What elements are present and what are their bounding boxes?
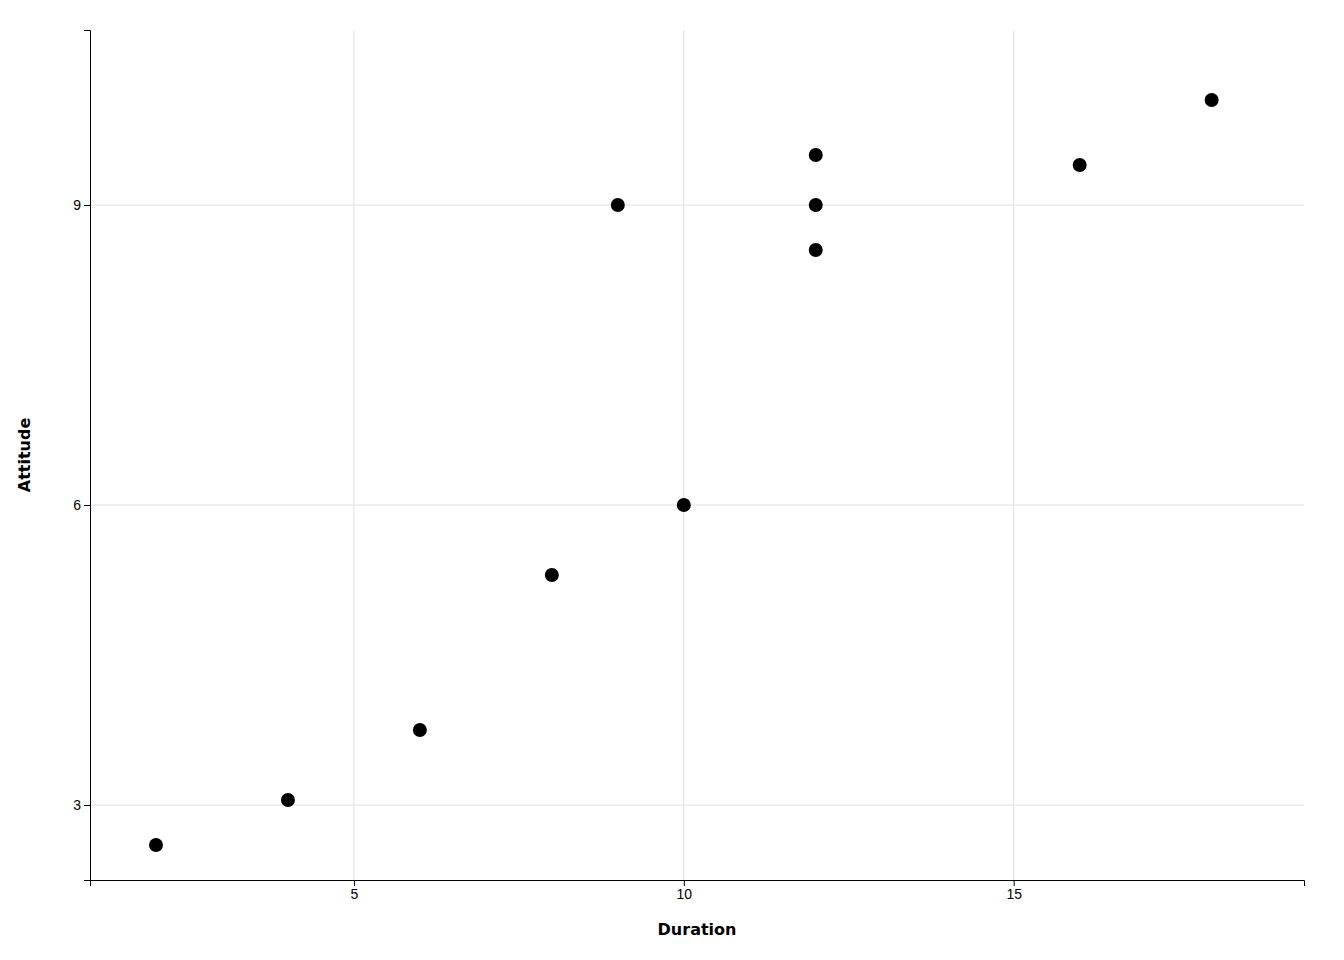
y-tick-label: 9: [73, 197, 81, 213]
y-tick-mark: [84, 205, 90, 206]
y-grid-line: [90, 205, 1304, 206]
point: [1205, 93, 1219, 107]
y-tick-label: 3: [73, 797, 81, 813]
chart: 5 10 15 3 6 9 Duration Attitude: [0, 0, 1344, 960]
x-tick: 10: [677, 880, 693, 902]
y-tick-mark: [84, 805, 90, 806]
y-tick-mark: [84, 505, 90, 506]
x-tick: 15: [1006, 880, 1022, 902]
point: [149, 838, 163, 852]
y-tick-label: 6: [73, 497, 81, 513]
y-tick: 6: [73, 497, 90, 513]
y-axis: 3 6 9: [73, 31, 90, 881]
y-grid-line: [90, 805, 1304, 806]
points: [149, 93, 1219, 852]
grid: [90, 30, 1304, 880]
point: [611, 198, 625, 212]
point: [809, 148, 823, 162]
point: [809, 243, 823, 257]
x-axis: 5 10 15: [91, 880, 1305, 902]
point: [677, 498, 691, 512]
x-tick-label: 5: [351, 886, 359, 902]
x-axis-title: Duration: [658, 920, 737, 939]
x-grid-line: [353, 30, 354, 880]
y-axis-title: Attitude: [15, 418, 34, 493]
x-grid-line: [683, 30, 684, 880]
point: [281, 793, 295, 807]
point: [545, 568, 559, 582]
y-tick: 3: [73, 797, 90, 813]
point: [1073, 158, 1087, 172]
x-axis-line: [91, 881, 1305, 887]
x-tick-label: 10: [677, 886, 693, 902]
point: [809, 198, 823, 212]
point: [413, 723, 427, 737]
x-grid-line: [1013, 30, 1014, 880]
x-tick: 5: [351, 880, 359, 902]
x-tick-label: 15: [1006, 886, 1022, 902]
y-grid-line: [90, 505, 1304, 506]
y-tick: 9: [73, 197, 90, 213]
y-axis-line: [84, 31, 91, 881]
plot: 5 10 15 3 6 9 Duration Attitude: [15, 30, 1305, 939]
